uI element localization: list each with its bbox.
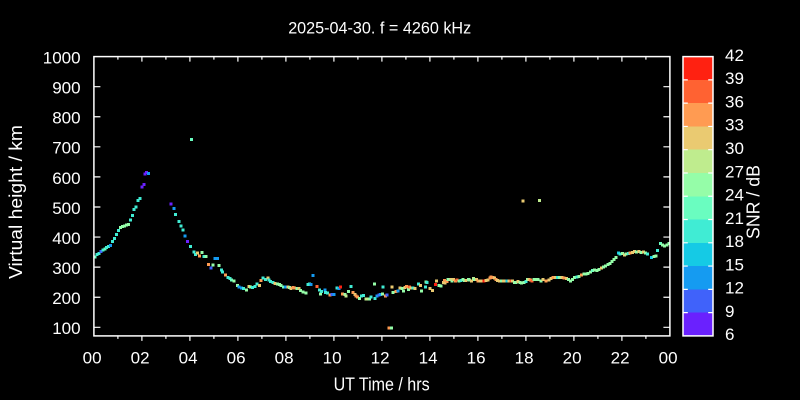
svg-text:12: 12 (371, 349, 390, 368)
svg-text:27: 27 (725, 162, 744, 181)
svg-text:00: 00 (83, 349, 102, 368)
svg-text:SNR / dB: SNR / dB (744, 165, 764, 239)
svg-text:16: 16 (467, 349, 486, 368)
svg-text:500: 500 (52, 199, 80, 218)
svg-text:15: 15 (725, 255, 744, 274)
svg-text:6: 6 (725, 325, 734, 344)
svg-text:24: 24 (725, 186, 744, 205)
svg-text:21: 21 (725, 209, 744, 228)
svg-text:33: 33 (725, 116, 744, 135)
svg-text:800: 800 (52, 109, 80, 128)
svg-text:12: 12 (725, 279, 744, 298)
svg-text:700: 700 (52, 139, 80, 158)
svg-text:30: 30 (725, 139, 744, 158)
svg-text:UT Time / hrs: UT Time / hrs (334, 375, 430, 395)
svg-text:2025-04-30. f = 4260 kHz: 2025-04-30. f = 4260 kHz (288, 19, 471, 38)
svg-text:39: 39 (725, 69, 744, 88)
svg-text:900: 900 (52, 79, 80, 98)
svg-text:14: 14 (419, 349, 438, 368)
svg-text:42: 42 (725, 46, 744, 65)
svg-text:08: 08 (275, 349, 294, 368)
svg-text:600: 600 (52, 169, 80, 188)
svg-text:04: 04 (179, 349, 198, 368)
svg-text:300: 300 (52, 259, 80, 278)
svg-text:36: 36 (725, 92, 744, 111)
svg-text:18: 18 (515, 349, 534, 368)
svg-text:02: 02 (131, 349, 150, 368)
svg-text:18: 18 (725, 232, 744, 251)
svg-text:100: 100 (52, 319, 80, 338)
svg-text:200: 200 (52, 289, 80, 308)
svg-text:06: 06 (227, 349, 246, 368)
svg-text:10: 10 (323, 349, 342, 368)
svg-text:22: 22 (611, 349, 630, 368)
svg-text:400: 400 (52, 229, 80, 248)
svg-text:20: 20 (563, 349, 582, 368)
svg-text:1000: 1000 (43, 48, 81, 67)
svg-text:9: 9 (725, 302, 734, 321)
svg-text:00: 00 (659, 349, 678, 368)
svg-text:Virtual height / km: Virtual height / km (6, 125, 26, 279)
